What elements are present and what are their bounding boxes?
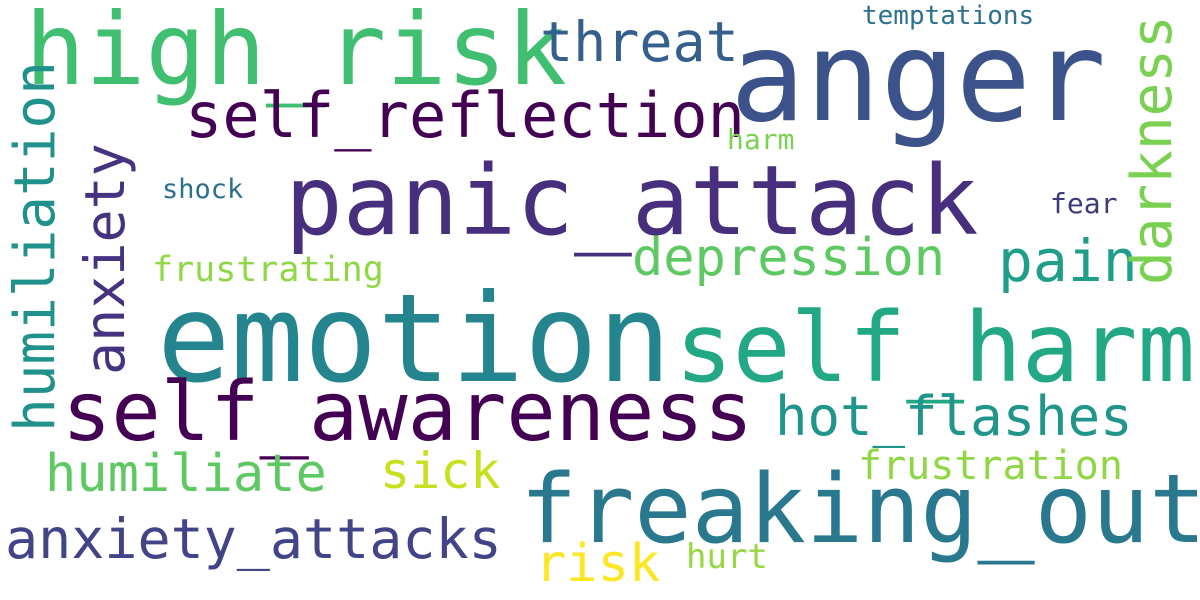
word-hurt: hurt: [686, 537, 768, 577]
word-emotion: emotion: [157, 268, 672, 410]
word-temptations: temptations: [862, 1, 1035, 31]
word-humiliate: humiliate: [45, 444, 327, 504]
word-risk: risk: [535, 534, 661, 594]
word-shock: shock: [162, 174, 244, 205]
word-frustrating: frustrating: [152, 250, 384, 290]
word-sick: sick: [380, 442, 501, 500]
word-fear: fear: [1050, 187, 1118, 220]
word-anger: anger: [730, 5, 1107, 150]
word-panic-attack: panic_attack: [285, 145, 979, 257]
word-self-harm: self_harm: [675, 292, 1196, 404]
word-high-risk: high_risk: [25, 0, 567, 108]
word-anxiety-attacks: anxiety_attacks: [5, 507, 502, 571]
word-humiliation: humiliation: [3, 61, 68, 432]
word-threat: threat: [540, 10, 739, 74]
word-anxiety: anxiety: [73, 143, 137, 375]
word-self-reflection: self_reflection: [185, 79, 745, 152]
word-pain: pain: [998, 227, 1138, 295]
word-self-awareness: self_awareness: [62, 365, 754, 460]
word-hot-flashes: hot_flashes: [775, 385, 1133, 448]
word-depression: depression: [632, 228, 946, 288]
word-frustration: frustration: [858, 443, 1123, 489]
word-freaking-out: freaking_out: [520, 455, 1200, 565]
word-darkness: darkness: [1120, 15, 1185, 285]
word-harm: harm: [727, 123, 795, 156]
